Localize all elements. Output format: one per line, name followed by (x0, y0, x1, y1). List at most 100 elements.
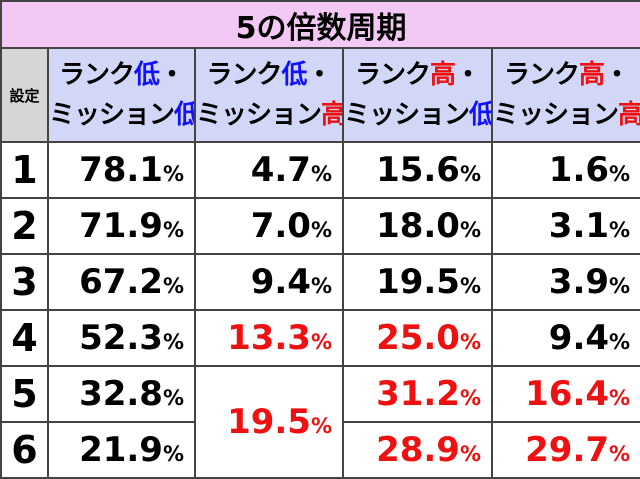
table-row: 4 52.3% 13.3% 25.0% 9.4% (0, 309, 640, 367)
header-dot: ・ (604, 60, 630, 90)
percent-sign: % (310, 162, 332, 186)
column-header-rank-low-mission-high: ランク低・ ミッション高 (194, 47, 344, 143)
value-cell: 21.9% (47, 421, 196, 479)
value-number: 13.3 (227, 318, 311, 358)
percent-sign: % (609, 442, 631, 466)
value-cell-highlighted: 28.9% (342, 421, 493, 479)
percent-sign: % (459, 274, 481, 298)
value-number: 71.9 (79, 206, 163, 246)
value-number: 67.2 (79, 262, 163, 302)
value-number: 28.9 (376, 430, 460, 470)
setting-number: 2 (0, 197, 49, 255)
value-cell-highlighted: 13.3% (194, 309, 344, 367)
value-cell-merged-highlighted: 19.5% (194, 365, 344, 479)
value-number: 7.0 (250, 206, 311, 246)
header-key: 低 (281, 60, 307, 90)
table-row: 5 32.8% 19.5% 31.2% 16.4% (0, 365, 640, 479)
value-number: 9.4 (250, 262, 311, 302)
value-number: 16.4 (525, 374, 610, 414)
percent-sign: % (162, 162, 184, 186)
percent-sign: % (310, 218, 332, 242)
value-cell: 7.0% (194, 197, 344, 255)
value-cell: 1.6% (490, 141, 640, 199)
percent-sign: % (162, 330, 184, 354)
value-number: 1.6 (548, 150, 610, 190)
header-label: ミッション (493, 100, 619, 130)
column-header-rank-high-mission-high: ランク高・ ミッション高 (490, 47, 640, 143)
header-key: 低 (469, 100, 492, 130)
value-cell: 19.5% (342, 253, 493, 311)
percent-sign: % (459, 330, 481, 354)
value-number: 9.4 (548, 318, 610, 358)
setting-number: 5 (0, 365, 49, 423)
value-cell-highlighted: 25.0% (342, 309, 493, 367)
value-cell: 18.0% (342, 197, 493, 255)
value-number: 78.1 (79, 150, 163, 190)
value-cell: 71.9% (47, 197, 196, 255)
percent-sign: % (310, 274, 332, 298)
setting-number: 4 (0, 309, 49, 367)
table-row: 2 71.9% 7.0% 18.0% 3.1% (0, 197, 640, 255)
value-number: 3.9 (548, 262, 610, 302)
header-label: ミッション (344, 100, 470, 130)
percent-sign: % (609, 386, 631, 410)
header-label: ミッション (49, 100, 175, 130)
header-label: ランク (58, 60, 135, 90)
header-label: ランク (354, 60, 431, 90)
value-cell: 52.3% (47, 309, 196, 367)
value-number: 29.7 (525, 430, 610, 470)
value-cell-highlighted: 29.7% (490, 421, 640, 479)
value-number: 31.2 (376, 374, 460, 414)
table-row: 3 67.2% 9.4% 19.5% 3.9% (0, 253, 640, 311)
value-number: 3.1 (548, 206, 610, 246)
value-cell: 67.2% (47, 253, 196, 311)
value-cell: 15.6% (342, 141, 493, 199)
value-number: 32.8 (79, 374, 163, 414)
value-number: 19.5 (376, 262, 460, 302)
header-label: ランク (206, 60, 282, 90)
table-title: 5の倍数周期 (0, 0, 640, 49)
percent-sign: % (459, 386, 481, 410)
value-number: 18.0 (376, 206, 460, 246)
column-header-rank-high-mission-low: ランク高・ ミッション低 (342, 47, 493, 143)
value-number: 4.7 (250, 150, 311, 190)
header-label: ランク (504, 60, 580, 90)
percent-sign: % (609, 274, 631, 298)
column-header-rank-low-mission-low: ランク低・ ミッション低 (47, 47, 196, 143)
percent-sign: % (459, 218, 481, 242)
percent-sign: % (459, 442, 481, 466)
percent-sign: % (310, 414, 332, 438)
value-cell: 9.4% (490, 309, 640, 367)
header-key: 低 (174, 100, 193, 130)
header-key: 低 (133, 60, 160, 90)
percent-sign: % (459, 162, 481, 186)
setting-number: 1 (0, 141, 49, 199)
header-label: ミッション (196, 100, 322, 130)
setting-header: 設定 (0, 47, 49, 143)
header-key: 高 (429, 60, 456, 90)
value-cell: 3.9% (490, 253, 640, 311)
value-cell: 78.1% (47, 141, 196, 199)
header-key: 高 (618, 100, 639, 130)
setting-number: 6 (0, 421, 49, 479)
percent-sign: % (162, 386, 184, 410)
value-number: 52.3 (79, 318, 163, 358)
header-key: 高 (579, 60, 605, 90)
percent-sign: % (609, 218, 631, 242)
value-cell-highlighted: 31.2% (342, 365, 493, 423)
value-number: 21.9 (79, 430, 163, 470)
percent-sign: % (310, 330, 332, 354)
percent-sign: % (609, 162, 631, 186)
percent-sign: % (162, 218, 184, 242)
header-key: 高 (321, 100, 341, 130)
value-cell: 9.4% (194, 253, 344, 311)
table-row: 1 78.1% 4.7% 15.6% 1.6% (0, 141, 640, 199)
percent-sign: % (162, 442, 184, 466)
value-number: 19.5 (227, 402, 311, 442)
value-cell: 3.1% (490, 197, 640, 255)
value-cell: 4.7% (194, 141, 344, 199)
percent-sign: % (162, 274, 184, 298)
table-row: 6 21.9% 28.9% 29.7% (0, 421, 640, 479)
header-dot: ・ (159, 60, 185, 90)
